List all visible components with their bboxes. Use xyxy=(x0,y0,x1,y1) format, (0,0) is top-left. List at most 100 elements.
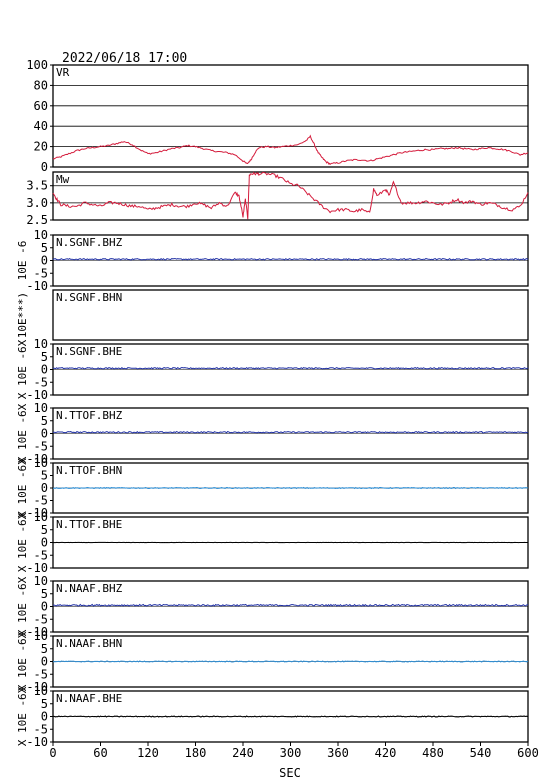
y-tick-label: 10 xyxy=(34,574,48,588)
y-tick-label: 0 xyxy=(41,160,48,174)
panel-name-label: N.NAAF.BHN xyxy=(56,637,122,650)
y-tick-label: 5 xyxy=(41,350,48,364)
y-axis-unit-label: X 10E -6X xyxy=(16,339,29,399)
y-tick-label: -10 xyxy=(26,735,48,749)
x-tick-label: 240 xyxy=(232,746,254,760)
x-tick-label: 480 xyxy=(422,746,444,760)
y-tick-label: -5 xyxy=(34,722,48,736)
y-tick-label: 2.5 xyxy=(26,213,48,227)
y-tick-label: 5 xyxy=(41,523,48,537)
y-tick-label: 10 xyxy=(34,456,48,470)
chart-title: 2022/06/18 17:00 xyxy=(62,51,187,66)
panel-n-sgnf-bhn: 10E***) N.SGNF.BHN xyxy=(16,289,529,341)
y-tick-label: -5 xyxy=(34,439,48,453)
waveform-trace xyxy=(52,430,529,434)
y-tick-label: 0 xyxy=(41,600,48,614)
y-tick-label: 3.0 xyxy=(26,196,48,210)
series-line xyxy=(52,134,529,165)
waveform-trace xyxy=(52,715,529,718)
y-tick-label: -5 xyxy=(34,266,48,280)
y-tick-label: 10 xyxy=(34,401,48,415)
y-tick-label: -10 xyxy=(26,452,48,466)
x-tick-label: 0 xyxy=(49,746,56,760)
panel-name-label: N.SGNF.BHZ xyxy=(56,236,123,249)
waveform-trace xyxy=(52,257,529,261)
y-axis-unit-label: X 10E -6X xyxy=(16,403,29,463)
waveform-trace xyxy=(52,486,529,490)
y-axis-unit-label: X 10E -6X xyxy=(16,512,29,572)
y-axis-unit-label: X 10E -6X xyxy=(16,631,29,691)
y-tick-label: 40 xyxy=(34,119,48,133)
y-axis-unit-label: 10E***) xyxy=(16,292,29,338)
y-tick-label: 0 xyxy=(41,363,48,377)
y-tick-label: 10 xyxy=(34,684,48,698)
x-tick-label: 360 xyxy=(327,746,349,760)
x-axis-label: SEC xyxy=(279,766,301,780)
waveform-trace xyxy=(52,366,529,370)
y-tick-label: 5 xyxy=(41,587,48,601)
panel-name-label: N.TTOF.BHZ xyxy=(56,409,123,422)
y-tick-label: -5 xyxy=(34,667,48,681)
panel-name-label: N.SGNF.BHE xyxy=(56,345,122,358)
x-tick-label: 600 xyxy=(517,746,539,760)
y-tick-label: 80 xyxy=(34,78,48,92)
panel-frame xyxy=(52,64,529,168)
y-tick-label: -10 xyxy=(26,388,48,402)
y-tick-label: -5 xyxy=(34,612,48,626)
y-tick-label: 5 xyxy=(41,414,48,428)
x-tick-label: 540 xyxy=(470,746,492,760)
y-axis-unit-label: X 10E -6X xyxy=(16,458,29,518)
y-tick-label: -10 xyxy=(26,506,48,520)
y-tick-label: 0 xyxy=(41,655,48,669)
y-tick-label: 5 xyxy=(41,642,48,656)
y-tick-label: 5 xyxy=(41,241,48,255)
panel-frame xyxy=(52,171,529,221)
y-tick-label: 5 xyxy=(41,697,48,711)
panel-name-label: N.NAAF.BHE xyxy=(56,692,122,705)
y-axis-unit-label: X 10E -6X xyxy=(16,686,29,746)
panel-name-label: Mw xyxy=(56,173,70,186)
panel-name-label: N.TTOF.BHE xyxy=(56,518,122,531)
y-tick-label: 100 xyxy=(26,58,48,72)
x-tick-label: 120 xyxy=(137,746,159,760)
y-tick-label: 0 xyxy=(41,536,48,550)
y-tick-label: 3.5 xyxy=(26,179,48,193)
x-axis: 0 60 120 180 240 300 360 420 480 540 600 xyxy=(49,742,539,760)
panel-name-label: N.SGNF.BHN xyxy=(56,291,122,304)
x-tick-label: 180 xyxy=(185,746,207,760)
y-tick-label: 20 xyxy=(34,140,48,154)
waveform-trace xyxy=(52,603,529,607)
y-tick-label: 0 xyxy=(41,427,48,441)
y-tick-label: -5 xyxy=(34,494,48,508)
y-tick-label: -10 xyxy=(26,625,48,639)
panel-vr: 100 80 60 40 20 0 VR xyxy=(26,58,529,174)
panel-mw: 3.5 3.0 2.5 Mw xyxy=(26,171,529,227)
x-tick-label: 300 xyxy=(280,746,302,760)
y-tick-label: 0 xyxy=(41,254,48,268)
y-axis-unit-label: 10E -6 xyxy=(16,241,29,281)
panel-name-label: VR xyxy=(56,66,70,79)
panel-name-label: N.NAAF.BHZ xyxy=(56,582,123,595)
y-tick-label: 0 xyxy=(41,710,48,724)
y-tick-label: 10 xyxy=(34,337,48,351)
y-tick-label: -10 xyxy=(26,561,48,575)
y-tick-label: 0 xyxy=(41,481,48,495)
y-tick-label: -10 xyxy=(26,680,48,694)
y-tick-label: 10 xyxy=(34,228,48,242)
y-tick-label: 5 xyxy=(41,469,48,483)
y-tick-label: 10 xyxy=(34,510,48,524)
y-tick-label: 60 xyxy=(34,99,48,113)
x-tick-label: 420 xyxy=(375,746,397,760)
panel-frame xyxy=(52,289,529,341)
series-line xyxy=(52,171,529,220)
y-tick-label: 10 xyxy=(34,629,48,643)
